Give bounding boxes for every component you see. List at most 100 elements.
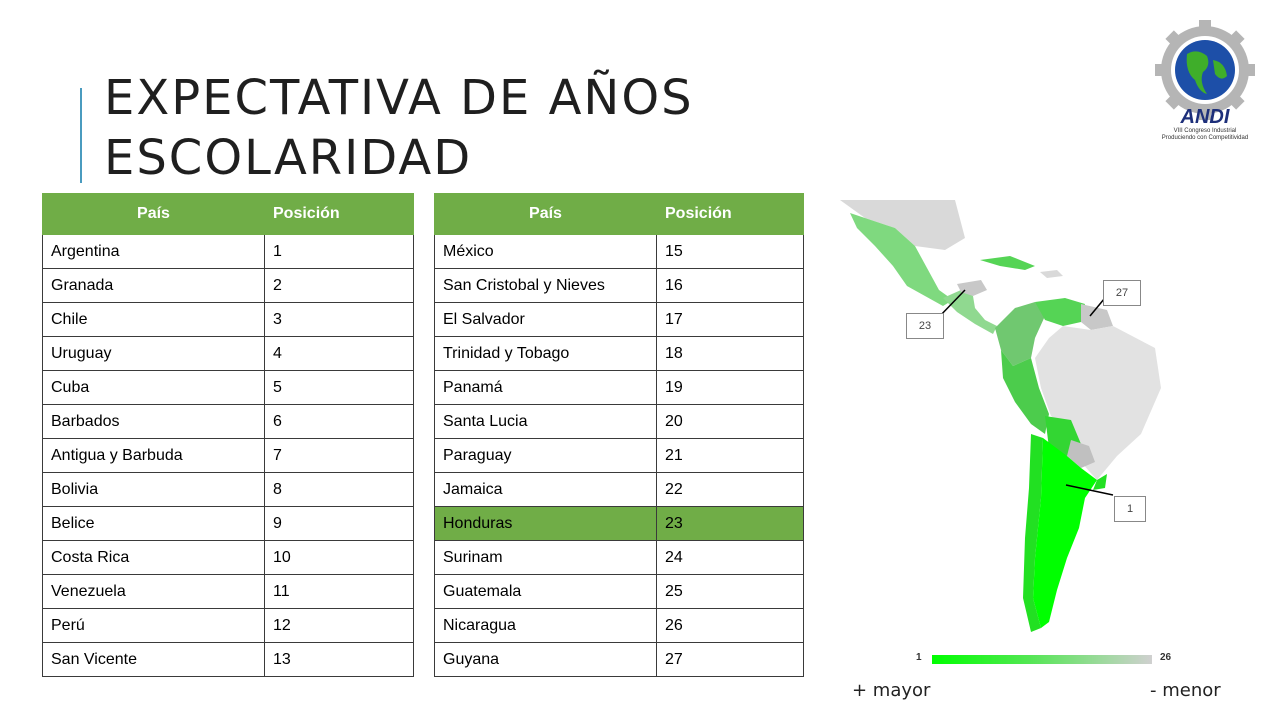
- map-callout-argentina: 1: [1114, 496, 1146, 522]
- position-cell: 2: [264, 268, 414, 303]
- country-cell: Perú: [42, 608, 265, 643]
- position-cell: 20: [656, 404, 804, 439]
- map-region-brazil: [1035, 326, 1161, 480]
- table-row: Guatemala 25: [434, 574, 804, 609]
- country-cell: Surinam: [434, 540, 657, 575]
- andi-logo: ANDI: [1155, 20, 1255, 128]
- map-region-uruguay: [1093, 474, 1107, 490]
- logo-subtitle-line1: VIII Congreso Industrial: [1173, 128, 1237, 134]
- table-row: Trinidad y Tobago 18: [434, 336, 804, 371]
- map-callout-honduras: 23: [906, 313, 944, 339]
- map-region-north: [840, 200, 965, 250]
- column-header-position: Posición: [264, 193, 414, 235]
- country-cell: Panamá: [434, 370, 657, 405]
- latin-america-map: [840, 200, 1161, 632]
- position-cell: 15: [656, 234, 804, 269]
- map-region-central-america: [943, 290, 997, 334]
- table-header-row: País Posición: [42, 193, 414, 235]
- table-row: Uruguay 4: [42, 336, 414, 371]
- position-cell: 6: [264, 404, 414, 439]
- legend-min-label: 1: [916, 652, 922, 663]
- position-cell: 4: [264, 336, 414, 371]
- country-cell: Antigua y Barbuda: [42, 438, 265, 473]
- map-region-chile: [1023, 434, 1043, 632]
- country-cell: Honduras: [434, 506, 657, 541]
- country-cell: San Cristobal y Nieves: [434, 268, 657, 303]
- country-cell: Chile: [42, 302, 265, 337]
- country-cell: Paraguay: [434, 438, 657, 473]
- country-cell: Guatemala: [434, 574, 657, 609]
- country-cell: Nicaragua: [434, 608, 657, 643]
- table-row: Jamaica 22: [434, 472, 804, 507]
- position-cell: 1: [264, 234, 414, 269]
- country-cell: San Vicente: [42, 642, 265, 677]
- position-cell: 25: [656, 574, 804, 609]
- logo-subtitle-line2: Produciendo con Competitividad: [1161, 135, 1249, 141]
- country-cell: México: [434, 234, 657, 269]
- map-region-mexico: [850, 213, 953, 306]
- ranking-table-right: País Posición México 15 San Cristobal y N…: [434, 193, 804, 677]
- map-callout-guyana: 27: [1103, 280, 1141, 306]
- table-row: Argentina 1: [42, 234, 414, 269]
- table-row: San Vicente 13: [42, 642, 414, 677]
- country-cell: Jamaica: [434, 472, 657, 507]
- position-cell: 12: [264, 608, 414, 643]
- position-cell: 18: [656, 336, 804, 371]
- table-row: Bolivia 8: [42, 472, 414, 507]
- table-row: Paraguay 21: [434, 438, 804, 473]
- position-cell: 13: [264, 642, 414, 677]
- country-cell: Venezuela: [42, 574, 265, 609]
- position-cell: 8: [264, 472, 414, 507]
- column-header-position: Posición: [656, 193, 804, 235]
- position-cell: 17: [656, 302, 804, 337]
- table-row: Surinam 24: [434, 540, 804, 575]
- country-cell: Argentina: [42, 234, 265, 269]
- legend-gradient-bar: [932, 655, 1152, 664]
- country-cell: Barbados: [42, 404, 265, 439]
- legend-max-label: 26: [1160, 652, 1172, 663]
- scale-label-less: - menor: [1150, 680, 1221, 701]
- table-row: México 15: [434, 234, 804, 269]
- map-region-cuba: [980, 256, 1035, 270]
- table-row-highlighted: Honduras 23: [434, 506, 804, 541]
- table-row: Perú 12: [42, 608, 414, 643]
- table-row: Barbados 6: [42, 404, 414, 439]
- country-cell: El Salvador: [434, 302, 657, 337]
- map-region-hispaniola: [1040, 270, 1063, 278]
- position-cell: 24: [656, 540, 804, 575]
- table-row: Guyana 27: [434, 642, 804, 677]
- title-accent-line: [80, 88, 82, 183]
- country-cell: Trinidad y Tobago: [434, 336, 657, 371]
- position-cell: 9: [264, 506, 414, 541]
- position-cell: 21: [656, 438, 804, 473]
- map-region-peru: [1001, 350, 1049, 434]
- position-cell: 5: [264, 370, 414, 405]
- position-cell: 19: [656, 370, 804, 405]
- country-cell: Guyana: [434, 642, 657, 677]
- table-row: Chile 3: [42, 302, 414, 337]
- table-row: Venezuela 11: [42, 574, 414, 609]
- scale-label-more: + mayor: [852, 680, 931, 701]
- callout-line: [1065, 484, 1114, 496]
- column-header-country: País: [42, 193, 265, 235]
- country-cell: Santa Lucia: [434, 404, 657, 439]
- map-region-guianas: [1081, 304, 1113, 330]
- position-cell: 23: [656, 506, 804, 541]
- table-row: San Cristobal y Nieves 16: [434, 268, 804, 303]
- country-cell: Bolivia: [42, 472, 265, 507]
- position-cell: 27: [656, 642, 804, 677]
- slide-title-line1: EXPECTATIVA DE AÑOS ESCOLARIDAD: [104, 70, 694, 186]
- country-cell: Cuba: [42, 370, 265, 405]
- position-cell: 11: [264, 574, 414, 609]
- table-row: Santa Lucia 20: [434, 404, 804, 439]
- country-cell: Uruguay: [42, 336, 265, 371]
- position-cell: 16: [656, 268, 804, 303]
- map-region-paraguay: [1067, 440, 1095, 468]
- logo-subtitle: VIII Congreso Industrial Produciendo con…: [1150, 128, 1260, 142]
- map-region-honduras: [957, 280, 987, 296]
- country-cell: Granada: [42, 268, 265, 303]
- position-cell: 3: [264, 302, 414, 337]
- globe-icon: [1175, 40, 1235, 100]
- position-cell: 10: [264, 540, 414, 575]
- table-row: El Salvador 17: [434, 302, 804, 337]
